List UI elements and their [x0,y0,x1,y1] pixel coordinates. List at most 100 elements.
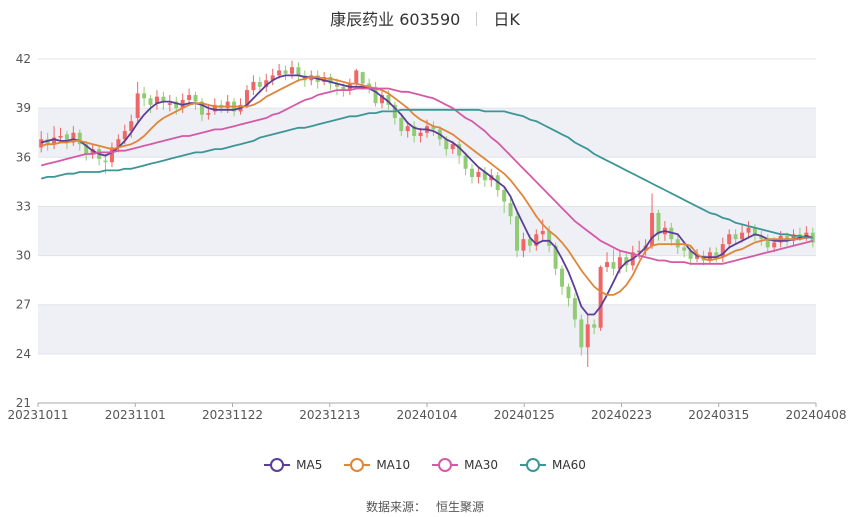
candle-body [405,126,410,132]
candle [746,221,751,238]
candle-body [579,319,584,348]
candle-body [714,252,719,258]
candle-body [772,242,777,248]
candle-body [611,262,616,269]
legend-label-ma5: MA5 [296,458,323,472]
title-separator [476,12,478,26]
candle-body [283,70,288,74]
candle [373,81,378,107]
candle [71,126,76,146]
candle-body [116,139,121,148]
candle [476,167,481,184]
legend-item-ma60[interactable]: MA60 [520,458,586,472]
legend-item-ma10[interactable]: MA10 [344,458,410,472]
candle-body [296,67,301,76]
candle [270,68,275,86]
candle-body [334,83,339,87]
candle-body [598,267,603,328]
candle [148,95,153,114]
candle-body [540,231,545,235]
source-name: 恒生聚源 [436,500,485,514]
candle-body [740,232,745,240]
candle-body [412,126,417,136]
candle-body [187,95,192,100]
candle-body [328,77,333,84]
candle-body [688,250,693,259]
legend-swatch-ma10 [344,458,371,472]
candle [566,283,571,307]
candle-body [566,286,571,299]
candle-body [482,172,487,181]
candle [592,319,597,335]
candle [521,232,526,258]
candle [399,113,404,136]
candle-body [103,160,108,163]
candle-body [174,101,179,109]
candle [199,98,204,122]
legend-item-ma5[interactable]: MA5 [264,458,322,472]
candle-body [373,86,378,104]
grid-band [38,304,816,354]
candle [463,152,468,176]
candle [508,198,513,225]
candle [495,172,500,197]
candle-body [129,121,134,132]
candle [534,229,539,251]
candle-body [386,95,391,105]
candle-body [560,268,565,287]
x-tick-label: 20240104 [396,408,457,422]
candle-body [585,324,590,348]
data-source: 数据来源： 恒生聚源 [0,498,850,515]
candle [431,121,436,136]
candle-body [167,103,172,105]
candle-body [135,93,140,118]
candle-body [277,70,282,76]
y-tick-label: 24 [16,347,31,361]
candle [502,186,507,213]
x-tick-label: 20231101 [105,408,166,422]
x-tick-label: 20231213 [299,408,360,422]
candle-body [515,216,520,251]
line-ma5 [40,74,814,316]
legend-item-ma30[interactable]: MA30 [432,458,498,472]
candle [167,95,172,112]
candle-body [148,98,153,105]
candle-body [161,96,166,102]
candle-body [527,239,532,246]
candle-body [52,137,57,145]
candle-body [64,134,69,143]
candle-body [752,227,757,236]
x-tick-label: 20240125 [494,408,555,422]
candle-body [791,234,796,241]
line-ma30 [40,87,814,265]
candle-body [142,93,147,99]
x-axis: 20231011 20231101 20231122 20231213 20240104… [7,402,847,422]
candle-body [360,72,365,84]
legend-label-ma60: MA60 [552,458,586,472]
stock-title: 康辰药业 603590 [330,10,461,29]
x-tick-label: 20231011 [7,408,68,422]
candle-body [244,90,249,105]
candle [585,314,590,367]
candle-body [617,257,622,269]
candle-body [547,231,552,246]
candle-body [212,104,217,112]
candle-body [154,96,159,104]
candle-body [650,212,655,246]
y-axis: 21 24 27 30 33 36 39 42 [16,52,31,410]
candle-body [257,81,262,87]
legend: MA5 MA10 MA30 MA60 [0,458,850,472]
candle [142,86,147,107]
candle [84,140,89,161]
candle-body [251,81,256,91]
candle-body [341,86,346,91]
candle [457,140,462,164]
candle [334,78,339,96]
candle [605,252,610,272]
candle-body [418,132,423,136]
source-label: 数据来源： [365,500,426,514]
candle-body [804,232,809,236]
candle-body [592,324,597,328]
candle-body [193,95,198,102]
candle-body [553,245,558,269]
